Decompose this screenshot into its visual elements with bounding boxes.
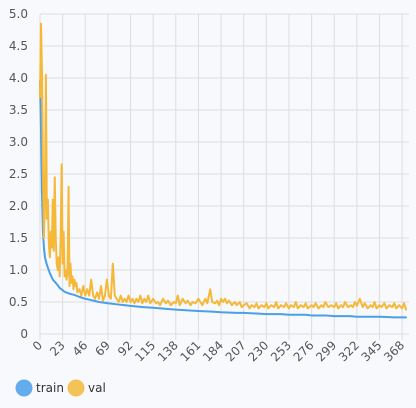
x-tick-label: 299 [313,338,339,364]
y-tick-label: 4.0 [9,71,28,85]
series-line-train [39,80,408,319]
x-tick-label: 161 [177,338,203,364]
x-tick-label: 46 [70,338,91,359]
x-tick-label: 115 [132,338,158,364]
x-tick-label: 207 [223,338,249,364]
y-tick-label: 1.0 [9,263,28,277]
x-axis-ticks: 0 23 46 69 921151381611842072302532762993223… [30,338,407,364]
y-tick-label: 2.0 [9,199,28,213]
legend-item-val: val [67,379,106,397]
y-tick-label: 2.5 [9,167,28,181]
y-tick-label: 1.5 [9,231,28,245]
legend-label-val: val [88,381,106,395]
x-tick-label: 322 [336,338,362,364]
series-line-val [39,22,408,311]
x-tick-label: 184 [200,338,226,364]
y-tick-label: 4.5 [9,39,28,53]
y-tick-label: 0.5 [9,295,28,309]
x-tick-label: 23 [47,338,68,359]
y-axis-ticks: 0 0.5 1.0 1.5 2.0 2.5 3.0 3.5 4.0 4.5 5.0 [9,7,28,341]
x-tick-label: 253 [268,338,294,364]
legend-label-train: train [36,381,64,395]
x-tick-label: 368 [381,338,407,364]
y-tick-label: 3.0 [9,135,28,149]
y-tick-label: 0 [20,327,28,341]
x-tick-label: 276 [291,338,317,364]
legend: train val [15,379,106,397]
y-tick-label: 5.0 [9,7,28,21]
x-tick-label: 0 [30,338,45,353]
legend-swatch-val [67,379,85,397]
grid [39,13,409,340]
x-tick-label: 230 [245,338,271,364]
y-tick-label: 3.5 [9,103,28,117]
x-tick-label: 138 [155,338,181,364]
legend-item-train: train [15,379,64,397]
x-tick-label: 345 [359,338,385,364]
x-tick-label: 69 [92,338,113,359]
series-lines [39,22,408,319]
legend-swatch-train [15,379,33,397]
